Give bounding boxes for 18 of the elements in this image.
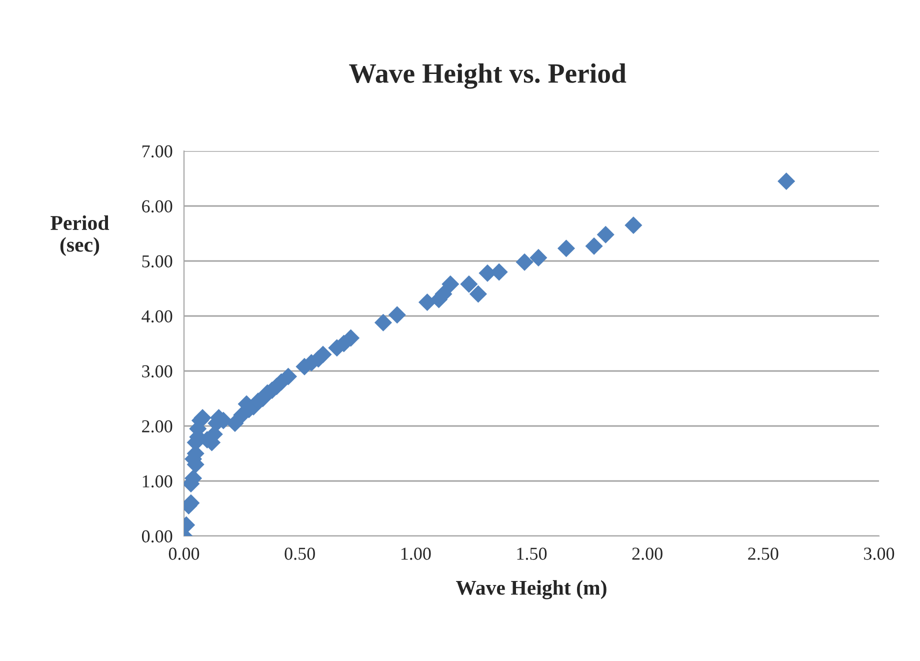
y-tick-label: 6.00: [142, 200, 172, 213]
y-axis-title: Period (sec): [50, 215, 110, 256]
y-tick-label: 4.00: [142, 310, 172, 323]
x-tick-label: 0.50: [284, 548, 315, 560]
y-tick-label: 3.00: [142, 365, 172, 378]
x-tick-label: 0.00: [168, 548, 200, 560]
x-tick-label: 2.00: [632, 548, 662, 560]
chart-title: Wave Height vs. Period: [349, 63, 626, 89]
y-tick-label: 2.00: [142, 420, 172, 433]
y-tick-label: 1.00: [142, 475, 172, 488]
y-tick-label: 7.00: [142, 145, 172, 158]
y-tick-label: 0.00: [142, 530, 172, 543]
x-tick-label: 1.00: [401, 548, 431, 560]
y-tick-label: 5.00: [142, 255, 172, 268]
x-axis-title: Wave Height (m): [456, 580, 606, 600]
x-tick-label: 3.00: [864, 548, 894, 560]
x-tick-label: 2.50: [748, 548, 778, 560]
x-tick-label: 1.50: [517, 548, 547, 560]
